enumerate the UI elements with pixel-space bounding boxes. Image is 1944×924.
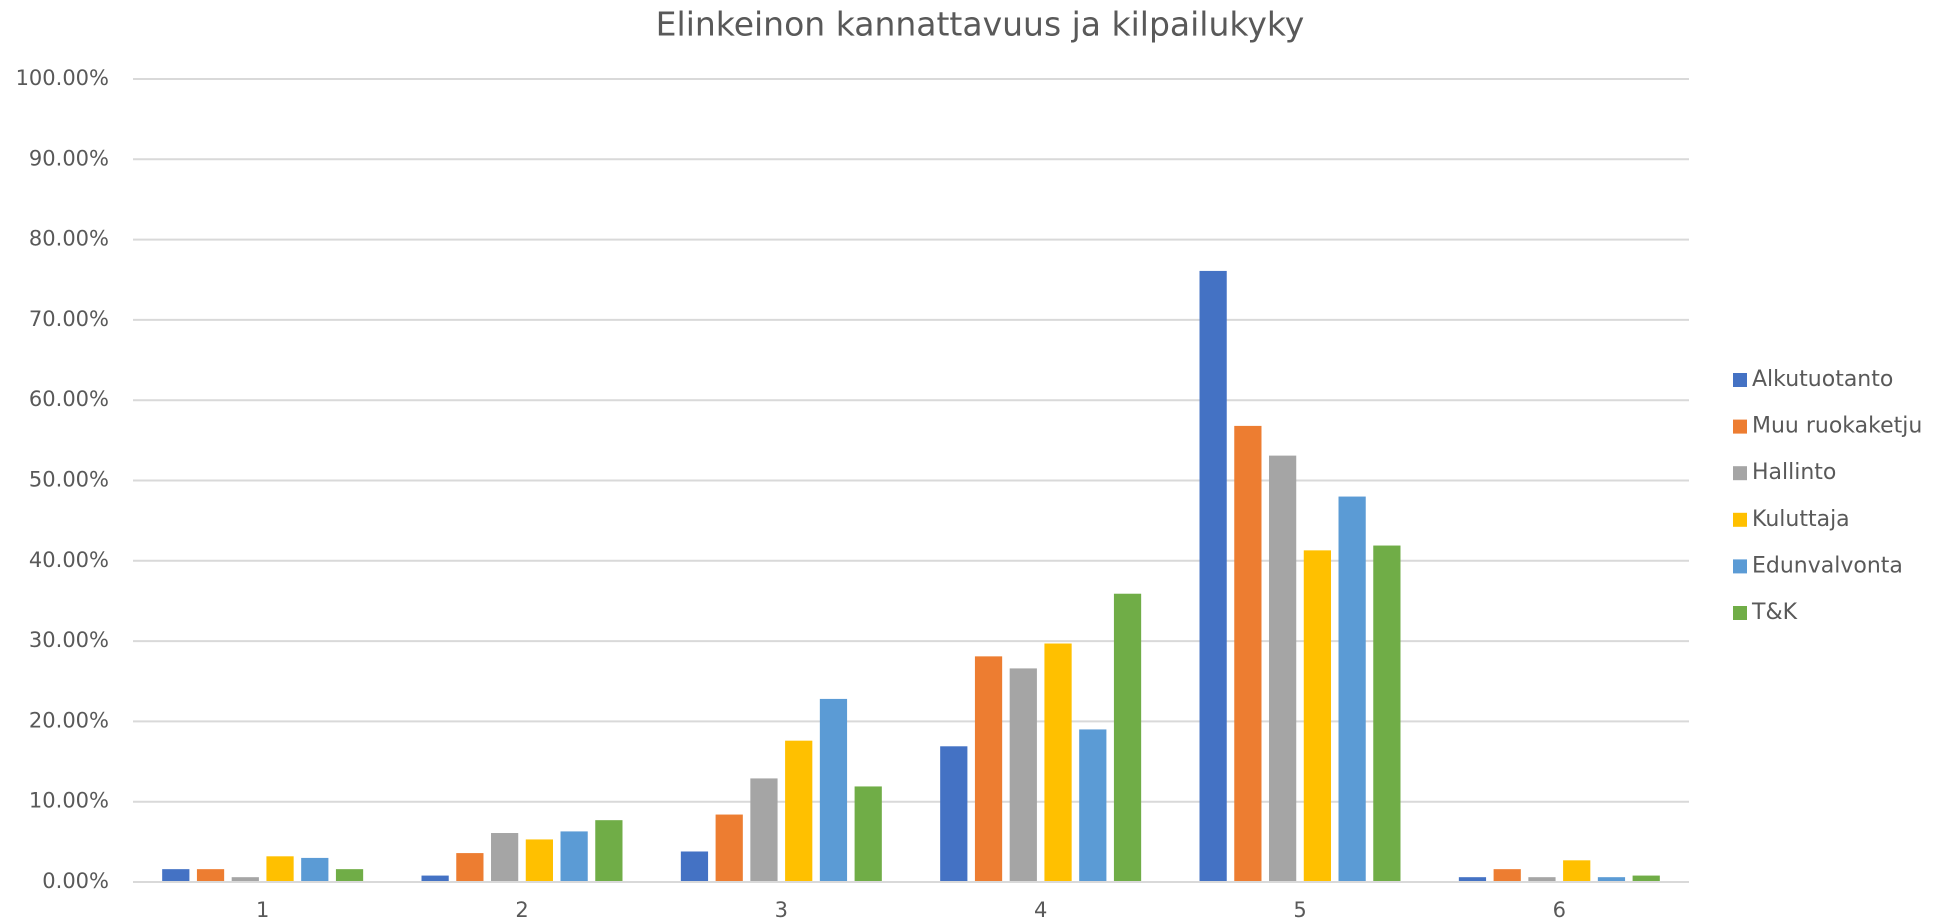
bar [595, 820, 623, 882]
y-tick-label: 100.00% [16, 66, 109, 90]
legend-swatch [1733, 559, 1747, 574]
bar [456, 853, 484, 882]
bar [491, 833, 519, 882]
bar [421, 875, 449, 882]
bar [1199, 270, 1227, 882]
x-tick-label: 5 [1293, 898, 1306, 922]
bar [1563, 860, 1591, 882]
legend-label: Alkutuotanto [1752, 367, 1893, 392]
bar [854, 786, 882, 882]
bar [1044, 643, 1072, 882]
bar [680, 851, 709, 882]
x-tick-label: 4 [1034, 898, 1047, 922]
bar [785, 740, 813, 882]
legend-label: Edunvalvonta [1752, 553, 1903, 578]
legend-label: T&K [1751, 600, 1798, 625]
legend-swatch [1733, 373, 1747, 387]
bar [1458, 877, 1487, 882]
bar [231, 877, 259, 882]
y-tick-label: 90.00% [29, 146, 109, 170]
bar [1338, 496, 1366, 882]
bar [560, 831, 588, 882]
bar [1079, 729, 1107, 882]
legend-swatch [1733, 606, 1747, 620]
bar [1493, 869, 1521, 882]
y-tick-label: 40.00% [29, 548, 109, 572]
bar [1234, 425, 1262, 882]
bar [1528, 877, 1556, 882]
x-tick-label: 1 [256, 898, 269, 922]
y-tick-label: 30.00% [29, 628, 109, 652]
y-tick-label: 70.00% [29, 307, 109, 331]
legend-swatch [1733, 419, 1747, 434]
y-tick-label: 60.00% [29, 387, 109, 411]
y-tick-label: 80.00% [29, 227, 109, 251]
legend-label: Muu ruokaketju [1752, 414, 1922, 439]
chart-title: Elinkeinon kannattavuus ja kilpailukyky [656, 5, 1305, 44]
bar [750, 778, 778, 882]
bar [196, 869, 225, 882]
bar [1269, 455, 1297, 882]
bar [1113, 593, 1142, 882]
y-tick-label: 20.00% [29, 708, 109, 732]
legend-swatch [1733, 466, 1747, 481]
y-tick-label: 50.00% [29, 468, 109, 492]
bar [1632, 875, 1660, 882]
y-tick-label: 10.00% [29, 789, 109, 813]
legend-swatch [1733, 512, 1747, 527]
bar [162, 869, 190, 882]
y-tick-label: 0.00% [42, 869, 109, 893]
bar [940, 746, 968, 882]
x-tick-label: 2 [515, 898, 528, 922]
legend-label: Hallinto [1752, 460, 1836, 485]
bar [1597, 877, 1626, 882]
bar [819, 698, 848, 882]
bar [1373, 545, 1401, 882]
bar [974, 656, 1003, 882]
bar [525, 839, 553, 882]
bar [715, 814, 743, 882]
x-tick-label: 6 [1553, 898, 1566, 922]
bar [1009, 668, 1037, 882]
x-tick-label: 3 [775, 898, 788, 922]
bar [266, 856, 294, 882]
bar [335, 869, 364, 882]
bar [301, 857, 329, 882]
bar [1303, 550, 1331, 882]
legend-label: Kuluttaja [1752, 507, 1850, 532]
